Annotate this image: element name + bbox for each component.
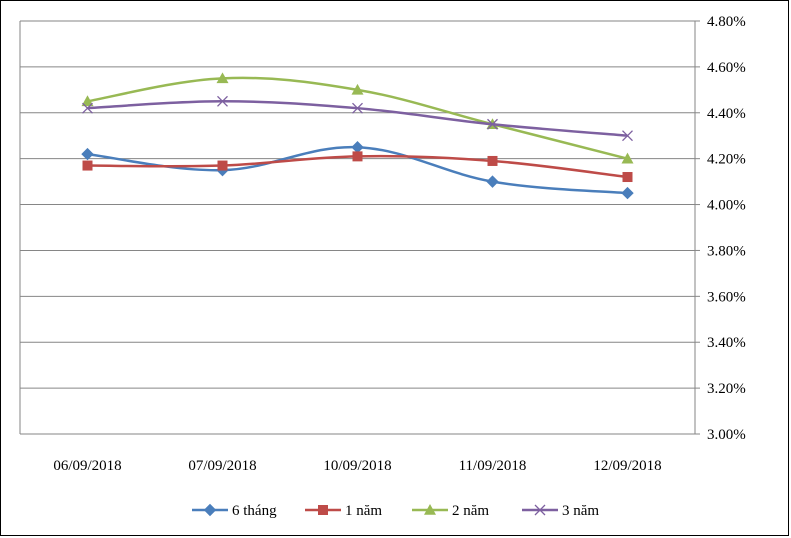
legend-label: 2 năm — [452, 503, 489, 519]
x-marker-stroke — [534, 504, 546, 516]
legend-entry: 2 năm — [412, 503, 489, 519]
y-tick-label: 4.00% — [707, 198, 746, 214]
legend-entry: 3 năm — [522, 503, 599, 519]
x-tick-label: 06/09/2018 — [53, 458, 121, 474]
data-point — [351, 140, 364, 154]
y-tick-label: 4.40% — [707, 106, 746, 122]
series-2 — [82, 151, 633, 183]
x-marker-stroke — [217, 95, 228, 107]
y-tick-label: 4.60% — [707, 60, 746, 76]
series-group — [81, 72, 634, 200]
x-tick-label: 07/09/2018 — [188, 458, 256, 474]
legend-label: 1 năm — [345, 503, 382, 519]
x-tick-label: 10/09/2018 — [323, 458, 391, 474]
data-point — [217, 95, 228, 107]
x-tick-label: 11/09/2018 — [459, 458, 527, 474]
data-point — [81, 95, 94, 107]
legend-marker — [203, 503, 217, 517]
y-tick-label: 4.20% — [707, 152, 746, 168]
y-axis-ticks: 3.00% 3.20% 3.40% 3.60% 3.80% 4.00% 4.20% 4.40%… — [707, 14, 746, 443]
y-tick-label: 3.00% — [707, 427, 746, 443]
data-point — [621, 152, 634, 164]
series-3 — [81, 72, 634, 164]
data-point — [82, 102, 93, 114]
data-point — [216, 72, 229, 84]
data-point — [82, 160, 93, 171]
x-axis-ticks: 06/09/2018 07/09/2018 10/09/2018 11/09/2018… — [53, 458, 661, 474]
data-point — [81, 147, 94, 161]
x-marker-stroke — [82, 102, 93, 114]
legend-label: 6 tháng — [232, 503, 277, 519]
y-tick-label: 3.80% — [707, 243, 746, 259]
data-point — [352, 102, 363, 114]
y-tick-label: 3.40% — [707, 335, 746, 351]
data-point — [352, 151, 363, 162]
legend-entry: 1 năm — [305, 503, 382, 519]
legend-label: 3 năm — [562, 503, 599, 519]
series-1 — [81, 140, 634, 200]
x-marker-stroke — [622, 130, 633, 142]
data-point — [487, 118, 498, 130]
data-point — [622, 172, 633, 183]
gridlines — [19, 20, 700, 435]
data-point — [621, 186, 634, 200]
legend-marker — [318, 505, 328, 515]
series-line — [87, 100, 628, 137]
data-point — [486, 175, 499, 188]
data-point — [622, 130, 633, 142]
legend-marker — [424, 504, 436, 515]
y-tick-label: 3.60% — [707, 289, 746, 305]
y-tick-label: 3.20% — [707, 381, 746, 397]
data-point — [217, 160, 228, 171]
x-tick-label: 12/09/2018 — [593, 458, 661, 474]
data-point — [351, 83, 364, 95]
legend-marker — [534, 504, 546, 516]
legend-entry: 6 tháng — [192, 503, 277, 519]
x-marker-stroke — [487, 118, 498, 130]
data-point — [487, 155, 498, 166]
x-marker-stroke — [352, 102, 363, 114]
y-tick-label: 4.80% — [707, 14, 746, 30]
series-4 — [82, 95, 633, 142]
legend: 6 tháng 1 năm 2 năm 3 năm — [192, 503, 599, 519]
